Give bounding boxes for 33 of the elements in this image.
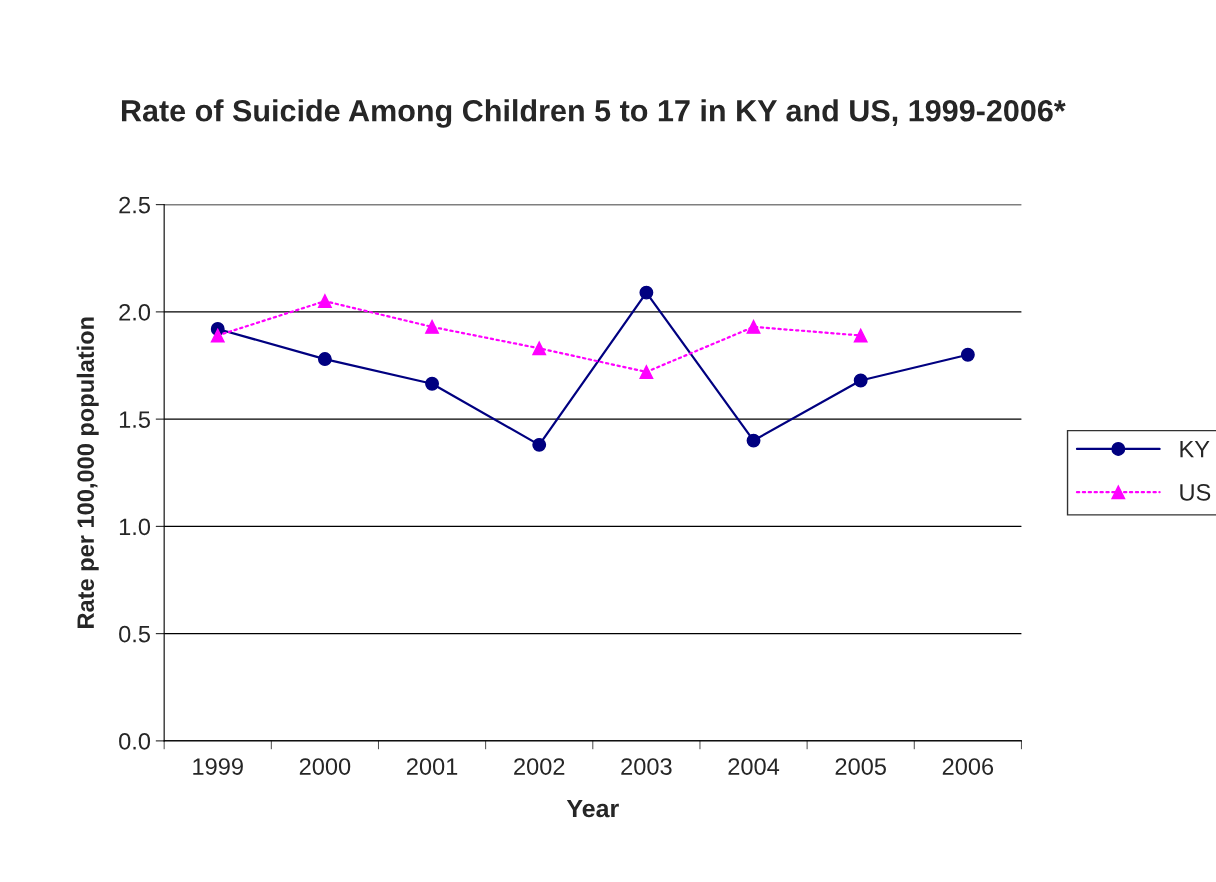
y-tick-label: 1.0 — [119, 518, 151, 536]
point — [210, 328, 225, 343]
point — [960, 347, 975, 362]
point — [853, 373, 868, 388]
x-tick-label: 2004 — [728, 758, 780, 775]
x-tick-label: 2003 — [621, 758, 672, 775]
x-tick-label: 2002 — [514, 758, 565, 775]
legend-label: US — [1180, 484, 1211, 501]
y-tick-label: 0.5 — [119, 625, 150, 643]
point — [746, 433, 761, 448]
x-tick-label: 1999 — [193, 758, 243, 775]
point — [317, 352, 332, 367]
x-axis-title: Year — [566, 799, 619, 818]
point — [639, 285, 654, 300]
point — [532, 437, 547, 452]
legend-label: KY — [1180, 440, 1210, 458]
y-tick-label: 1.5 — [119, 411, 150, 428]
x-tick-label: 2001 — [406, 758, 458, 775]
point — [425, 319, 440, 334]
point — [853, 328, 868, 343]
point — [317, 294, 332, 309]
x-tick-label: 2006 — [942, 758, 994, 775]
y-tick-label: 0.0 — [119, 732, 151, 750]
point — [639, 364, 654, 379]
y-tick-label: 2.5 — [119, 196, 150, 214]
point — [532, 341, 547, 356]
point — [425, 376, 440, 391]
point — [746, 319, 761, 334]
chart-title: Rate of Suicide Among Children 5 to 17 in KY and US, 1999-2006* — [121, 99, 1066, 128]
y-axis-title: Rate per 100,000 population — [76, 317, 99, 628]
x-tick-label: 2005 — [835, 758, 886, 775]
x-tick-label: 2000 — [299, 758, 351, 775]
y-tick-label: 2.0 — [119, 303, 151, 321]
